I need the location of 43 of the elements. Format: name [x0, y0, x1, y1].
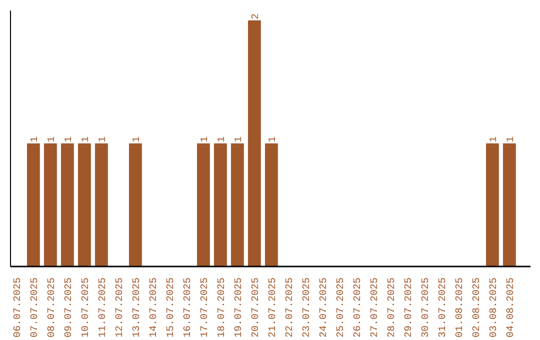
x-tick-label: 23.07.2025: [302, 277, 313, 338]
data-label: 1: [30, 136, 41, 142]
data-label: 1: [216, 136, 228, 142]
data-label: 1: [268, 136, 279, 142]
data-label: 1: [98, 136, 109, 142]
data-label: 1: [234, 136, 245, 142]
x-tick-label: 08.07.2025: [46, 277, 58, 338]
data-label: 2: [250, 13, 262, 20]
x-tick-label: 01.08.2025: [454, 277, 466, 338]
x-tick-label: 14.07.2025: [148, 277, 160, 338]
x-tick-label: 22.07.2025: [284, 277, 296, 338]
x-tick-label: 20.07.2025: [250, 277, 262, 338]
x-tick-label: 09.07.2025: [64, 277, 75, 338]
x-tick-label: 03.08.2025: [488, 277, 500, 338]
data-label: 1: [132, 136, 143, 142]
x-tick-label: 30.07.2025: [420, 277, 432, 338]
x-tick-label: 10.07.2025: [80, 277, 92, 338]
x-tick-label: 18.07.2025: [216, 277, 228, 338]
x-tick-label: 19.07.2025: [234, 277, 245, 338]
x-tick-label: 12.07.2025: [114, 277, 126, 338]
x-tick-label: 15.07.2025: [166, 277, 177, 338]
x-tick-label: 26.07.2025: [352, 277, 364, 338]
x-tick-label: 27.07.2025: [370, 277, 381, 338]
data-label: 1: [488, 136, 500, 142]
x-tick-label: 07.07.2025: [30, 277, 41, 338]
x-tick-label: 29.07.2025: [404, 277, 415, 338]
data-label: 1: [80, 136, 92, 142]
x-tick-label: 31.07.2025: [438, 277, 449, 338]
data-label: 1: [506, 136, 517, 142]
x-tick-label: 16.07.2025: [182, 277, 194, 338]
x-tick-label: 25.07.2025: [336, 277, 347, 338]
x-tick-label: 21.07.2025: [268, 277, 279, 338]
x-tick-label: 17.07.2025: [200, 277, 211, 338]
data-label: 1: [200, 136, 211, 142]
x-tick-label: 28.07.2025: [386, 277, 398, 338]
x-tick-label: 02.08.2025: [472, 277, 483, 338]
x-tick-label: 24.07.2025: [318, 277, 330, 338]
x-tick-label: 06.07.2025: [12, 277, 24, 338]
x-tick-label: 04.08.2025: [506, 277, 517, 338]
data-label: 1: [64, 136, 75, 142]
data-label: 1: [46, 136, 58, 142]
x-tick-label: 11.07.2025: [98, 277, 109, 338]
x-tick-label: 13.07.2025: [132, 277, 143, 338]
